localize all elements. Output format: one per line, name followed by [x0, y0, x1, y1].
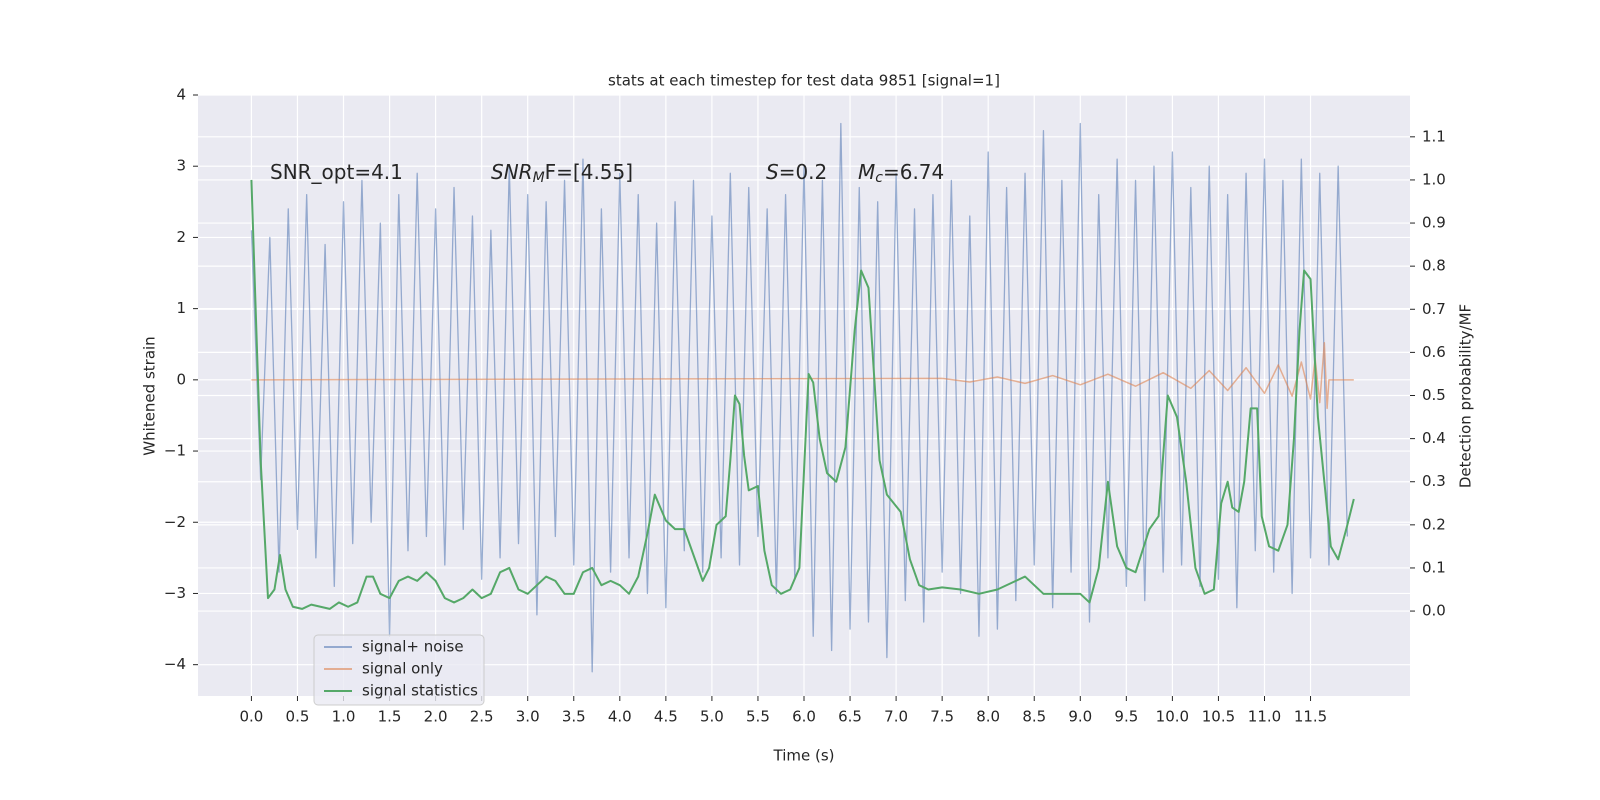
- series-line: [250, 122, 1349, 673]
- legend-label: signal+ noise: [362, 638, 464, 656]
- y2-tick-label: 0.0: [1422, 602, 1446, 620]
- series-line: [250, 179, 1355, 610]
- y2-tick-label: 0.1: [1422, 558, 1446, 576]
- annotation: SNR_opt=4.1: [270, 160, 403, 184]
- y-tick-label: 3: [176, 157, 186, 175]
- y2-tick-label: 0.3: [1422, 472, 1446, 490]
- x-tick-label: 9.0: [1068, 708, 1092, 726]
- annotation-part: F=[4.55]: [545, 160, 633, 184]
- x-tick-label: 6.5: [838, 708, 862, 726]
- x-tick-label: 9.5: [1114, 708, 1138, 726]
- y-tick-label: −1: [164, 442, 186, 460]
- y2-tick-label: 0.8: [1422, 257, 1446, 275]
- legend-label: signal statistics: [362, 682, 478, 700]
- annotation-part: =6.74: [883, 160, 944, 184]
- x-tick-label: 5.5: [746, 708, 770, 726]
- legend-box: [313, 634, 485, 706]
- x-tick-label: 5.0: [700, 708, 724, 726]
- annotation-part: M: [533, 170, 545, 186]
- x-tick-label: 10.0: [1156, 708, 1189, 726]
- y-axis-label: Whitened strain: [141, 336, 159, 455]
- x-tick-label: 2.0: [424, 708, 448, 726]
- y-tick-label: −4: [164, 655, 186, 673]
- y2-tick-label: 0.2: [1422, 515, 1446, 533]
- x-tick-label: 10.5: [1202, 708, 1235, 726]
- y2-tick-label: 0.6: [1422, 343, 1446, 361]
- y-tick-label: −2: [164, 513, 186, 531]
- annotation-part: SNR_opt=4.1: [270, 160, 403, 184]
- annotation-part: S: [766, 160, 779, 184]
- x-tick-label: 7.0: [884, 708, 908, 726]
- x-tick-label: 8.0: [976, 708, 1000, 726]
- chart-title: stats at each timestep for test data 985…: [608, 72, 1000, 90]
- annotation-part: SNR: [491, 160, 533, 184]
- annotation: SNRMF=[4.55]: [491, 160, 633, 187]
- y-tick-label: 1: [176, 299, 186, 317]
- y2-tick-label: 1.1: [1422, 127, 1446, 145]
- x-tick-label: 0.5: [286, 708, 310, 726]
- x-tick-label: 0.0: [239, 708, 263, 726]
- annotation-part: M: [858, 160, 875, 184]
- y2-tick-label: 0.7: [1422, 300, 1446, 318]
- x-tick-label: 7.5: [930, 708, 954, 726]
- y2-tick-label: 0.5: [1422, 386, 1446, 404]
- x-tick-label: 4.5: [654, 708, 678, 726]
- y-tick-label: −3: [164, 584, 186, 602]
- annotation-part: c: [875, 170, 883, 186]
- x-tick-label: 3.0: [516, 708, 540, 726]
- x-tick-label: 11.0: [1248, 708, 1281, 726]
- x-axis-label: Time (s): [773, 747, 835, 765]
- x-tick-label: 8.5: [1022, 708, 1046, 726]
- y-tick-label: 0: [176, 370, 186, 388]
- y2-tick-label: 0.4: [1422, 429, 1446, 447]
- y2-axis-label: Detection probability/MF: [1457, 304, 1475, 488]
- y-tick-label: 4: [176, 86, 186, 104]
- y-tick-label: 2: [176, 228, 186, 246]
- y2-tick-label: 1.0: [1422, 170, 1446, 188]
- x-tick-label: 1.0: [332, 708, 356, 726]
- annotation-part: =0.2: [779, 160, 828, 184]
- x-tick-label: 3.5: [562, 708, 586, 726]
- legend-label: signal only: [362, 660, 443, 678]
- y2-tick-label: 0.9: [1422, 214, 1446, 232]
- x-tick-label: 6.0: [792, 708, 816, 726]
- x-tick-label: 4.0: [608, 708, 632, 726]
- annotation: Mc=6.74: [858, 160, 944, 187]
- series-line: [251, 342, 1354, 410]
- x-tick-label: 1.5: [378, 708, 402, 726]
- x-tick-label: 2.5: [470, 708, 494, 726]
- x-tick-label: 11.5: [1294, 708, 1327, 726]
- annotation: S=0.2: [766, 160, 827, 184]
